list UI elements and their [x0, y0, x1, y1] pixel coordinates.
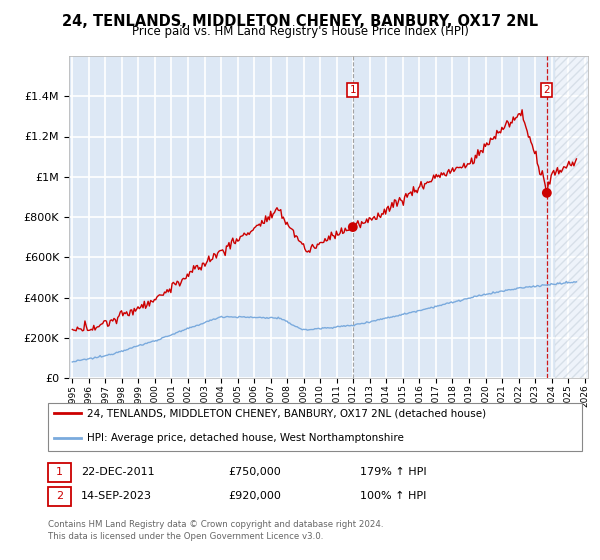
Text: £750,000: £750,000: [228, 466, 281, 477]
Point: [348, 222, 358, 231]
Text: This data is licensed under the Open Government Licence v3.0.: This data is licensed under the Open Gov…: [48, 532, 323, 541]
Text: 22-DEC-2011: 22-DEC-2011: [81, 466, 155, 477]
Text: 14-SEP-2023: 14-SEP-2023: [81, 491, 152, 501]
Text: £920,000: £920,000: [228, 491, 281, 501]
Text: 100% ↑ HPI: 100% ↑ HPI: [360, 491, 427, 501]
Text: 179% ↑ HPI: 179% ↑ HPI: [360, 466, 427, 477]
Text: 1: 1: [56, 466, 63, 477]
Text: 1: 1: [349, 85, 356, 95]
Text: 24, TENLANDS, MIDDLETON CHENEY, BANBURY, OX17 2NL: 24, TENLANDS, MIDDLETON CHENEY, BANBURY,…: [62, 14, 538, 29]
Text: 2: 2: [544, 85, 550, 95]
Point: [542, 188, 551, 197]
Text: 24, TENLANDS, MIDDLETON CHENEY, BANBURY, OX17 2NL (detached house): 24, TENLANDS, MIDDLETON CHENEY, BANBURY,…: [87, 408, 486, 418]
Text: 2: 2: [56, 491, 63, 501]
Text: HPI: Average price, detached house, West Northamptonshire: HPI: Average price, detached house, West…: [87, 433, 404, 443]
Text: Contains HM Land Registry data © Crown copyright and database right 2024.: Contains HM Land Registry data © Crown c…: [48, 520, 383, 529]
Bar: [555, 56, 593, 378]
Text: Price paid vs. HM Land Registry's House Price Index (HPI): Price paid vs. HM Land Registry's House …: [131, 25, 469, 38]
